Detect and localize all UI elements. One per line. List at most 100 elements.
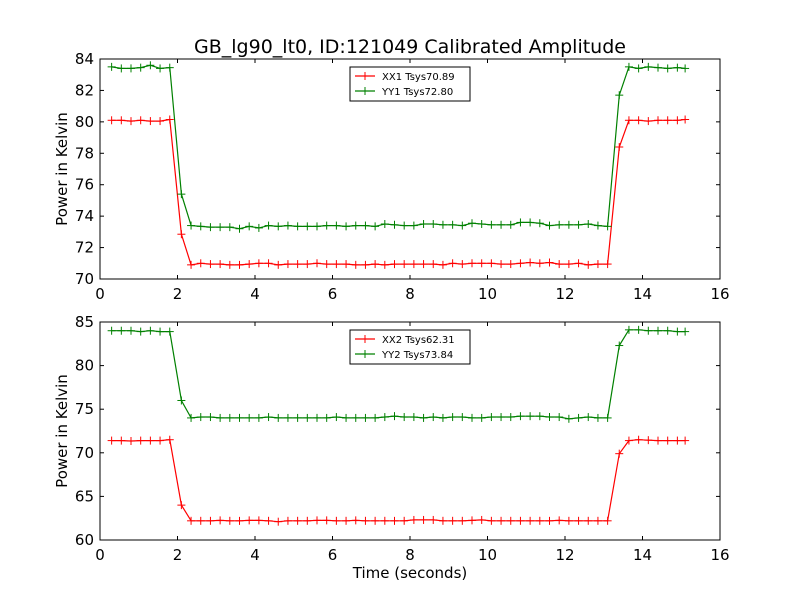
bottom-series-2-point [468, 413, 476, 422]
top-series-1-point [634, 116, 643, 125]
top-series-1-point [313, 259, 321, 268]
top-y-tick-label: 78 [75, 144, 94, 162]
top-series-2-point [448, 220, 457, 229]
top-series-1-point [603, 260, 612, 269]
top-series-1-point [146, 117, 155, 126]
top-series-2-point [555, 220, 564, 229]
bottom-series-2-point [615, 341, 624, 350]
bottom-series-1-point [574, 516, 583, 525]
top-series-2-point [516, 218, 525, 227]
top-series-2-point [409, 221, 418, 230]
bottom-y-tick-label: 75 [75, 400, 94, 418]
top-series-1-point [351, 260, 360, 269]
bottom-series-2-point [564, 414, 573, 423]
bottom-series-2-point [545, 413, 554, 422]
top-x-tick-label: 10 [478, 285, 497, 303]
top-series-2-point [487, 220, 496, 229]
top-series-1-point [487, 259, 496, 268]
bottom-series-2-point [506, 413, 515, 422]
bottom-x-tick-label: 4 [250, 546, 260, 564]
bottom-y-tick-label: 70 [75, 444, 94, 462]
bottom-series-1-point [429, 515, 438, 524]
bottom-series-1-point [313, 516, 321, 525]
bottom-x-axis-label: Time (seconds) [352, 564, 468, 582]
bottom-series-1-point [293, 516, 302, 525]
top-series-1-point [322, 260, 331, 269]
top-series-1-point [245, 260, 254, 269]
bottom-legend-entry: YY2 Tsys73.84 [355, 350, 453, 361]
top-series-2-point [342, 222, 351, 231]
bottom-legend-entry: XX2 Tsys62.31 [355, 335, 455, 346]
top-series-2-point [283, 221, 292, 230]
top-series-2-point [564, 220, 573, 229]
bottom-series-2-point [516, 412, 525, 421]
top-series-1-point [526, 258, 535, 267]
bottom-series-1-point [458, 516, 467, 525]
top-series-2-point [584, 220, 593, 228]
top-x-tick-label: 16 [710, 285, 729, 303]
top-series-1-point [264, 259, 273, 268]
bottom-x-tick-label: 2 [173, 546, 183, 564]
bottom-series-2-point [448, 413, 457, 422]
bottom-series-2-point [136, 327, 145, 336]
bottom-subplot: 0 2 4 6 8 10 12 14 16 60 65 70 75 80 85 Power in Kelvin… [53, 313, 730, 582]
top-y-tick-label: 76 [75, 176, 94, 194]
bottom-series-1-point [303, 516, 312, 525]
bottom-series-2-point [574, 413, 583, 422]
top-x-tick-label: 4 [250, 285, 260, 303]
bottom-series-1-point [371, 516, 380, 525]
top-y-tick-label: 80 [75, 113, 94, 131]
top-legend-label: XX1 Tsys70.89 [382, 72, 455, 83]
top-legend-entry: YY1 Tsys72.80 [355, 87, 453, 98]
bottom-series-1-point [225, 516, 234, 525]
bottom-series-2-point [206, 413, 215, 422]
bottom-series-1-point [564, 516, 573, 525]
bottom-series-1-point [187, 516, 196, 525]
top-series-2-point [615, 91, 624, 100]
top-series-2-point [593, 221, 602, 230]
bottom-series-1-point [245, 516, 254, 525]
bottom-series-1-point [409, 515, 418, 524]
bottom-series-2-point [332, 413, 341, 422]
bottom-x-tick-label: 6 [328, 546, 338, 564]
bottom-x-tick-label: 10 [478, 546, 497, 564]
top-legend-box [349, 66, 471, 102]
bottom-y-axis-label: Power in Kelvin [53, 374, 71, 488]
top-series-2-point [429, 220, 438, 228]
top-series-1-point [644, 117, 653, 126]
bottom-series-1-point [603, 516, 612, 525]
top-series-1-point [117, 116, 126, 125]
bottom-series-2-point [127, 326, 135, 335]
top-series-1-point [409, 260, 418, 269]
top-series-2-point [673, 63, 682, 72]
bottom-series-1-point [165, 435, 174, 444]
top-series-1-point [516, 259, 525, 268]
bottom-series-1-point [419, 515, 428, 524]
bottom-series-2-point [634, 325, 643, 334]
top-series-1-point [564, 260, 573, 269]
top-series-1-point [235, 260, 244, 269]
bottom-series-1-point [438, 516, 447, 525]
top-series-1-point [390, 260, 399, 269]
bottom-series-1-point [216, 516, 225, 525]
top-series-1-point [303, 260, 312, 269]
top-series-2-point [127, 64, 135, 73]
top-x-tick-label: 12 [555, 285, 574, 303]
bottom-series-2-point [584, 413, 593, 422]
top-series-2-point [468, 219, 476, 228]
top-series-2-point [380, 220, 389, 228]
bottom-series-2-point [254, 413, 263, 422]
bottom-series-1-point [487, 516, 496, 525]
bottom-series-1-point [156, 436, 165, 445]
top-series-2-point [351, 221, 360, 230]
bottom-series-2-point [342, 413, 351, 422]
bottom-series-2-point [681, 327, 690, 336]
top-series-1-point [584, 260, 593, 269]
bottom-series-1-point [146, 436, 155, 445]
bottom-y-tick-label: 85 [75, 313, 94, 331]
bottom-series-1-point [663, 436, 672, 445]
bottom-series-1-point [283, 516, 292, 525]
top-series-1-point [555, 260, 564, 269]
top-x-tick-label: 8 [405, 285, 415, 303]
top-series-2-point [196, 222, 205, 231]
